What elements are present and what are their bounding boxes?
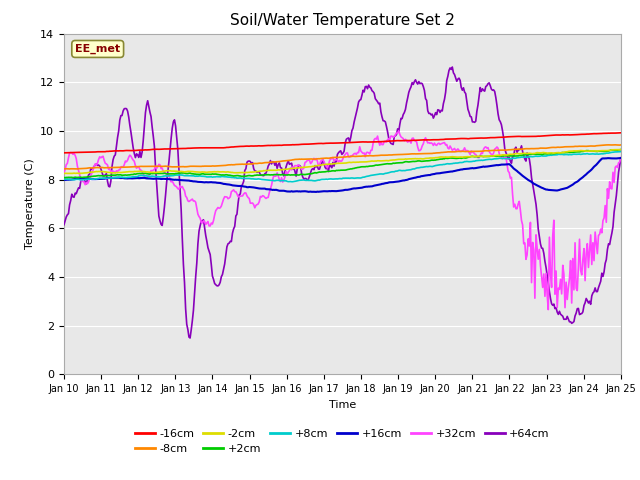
Title: Soil/Water Temperature Set 2: Soil/Water Temperature Set 2 [230,13,455,28]
Text: EE_met: EE_met [75,44,120,54]
X-axis label: Time: Time [329,400,356,409]
Legend: -16cm, -8cm, -2cm, +2cm, +8cm, +16cm, +32cm, +64cm: -16cm, -8cm, -2cm, +2cm, +8cm, +16cm, +3… [131,424,554,459]
Y-axis label: Temperature (C): Temperature (C) [24,158,35,250]
